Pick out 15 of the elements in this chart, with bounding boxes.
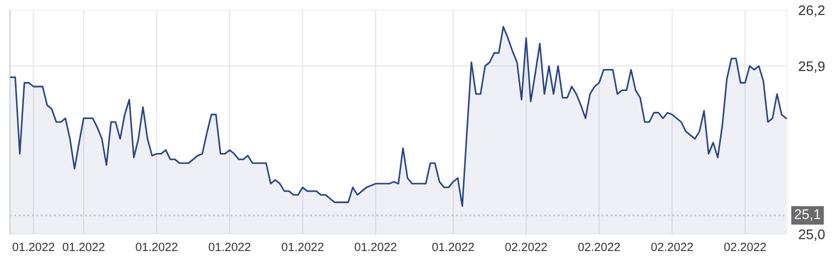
x-tick-label: 01.2022 [12, 242, 54, 252]
x-tick-label: 02.2022 [724, 242, 766, 252]
x-tick-label: 01.2022 [432, 242, 474, 252]
x-tick-label: 01.2022 [62, 242, 104, 252]
x-tick-label: 01.2022 [354, 242, 396, 252]
x-tick-label: 01.2022 [282, 242, 324, 252]
x-tick-label: 02.2022 [578, 242, 620, 252]
x-tick-label: 02.2022 [505, 242, 547, 252]
x-tick-label: 01.2022 [136, 242, 178, 252]
x-tick-label: 01.2022 [208, 242, 250, 252]
y-tick-label: 25,0 [798, 229, 825, 241]
y-tick-label: 26,2 [798, 5, 825, 17]
x-tick-label: 02.2022 [651, 242, 693, 252]
y-tick-label: 25,9 [798, 61, 825, 73]
ref-line-label: 25,1 [794, 209, 820, 221]
